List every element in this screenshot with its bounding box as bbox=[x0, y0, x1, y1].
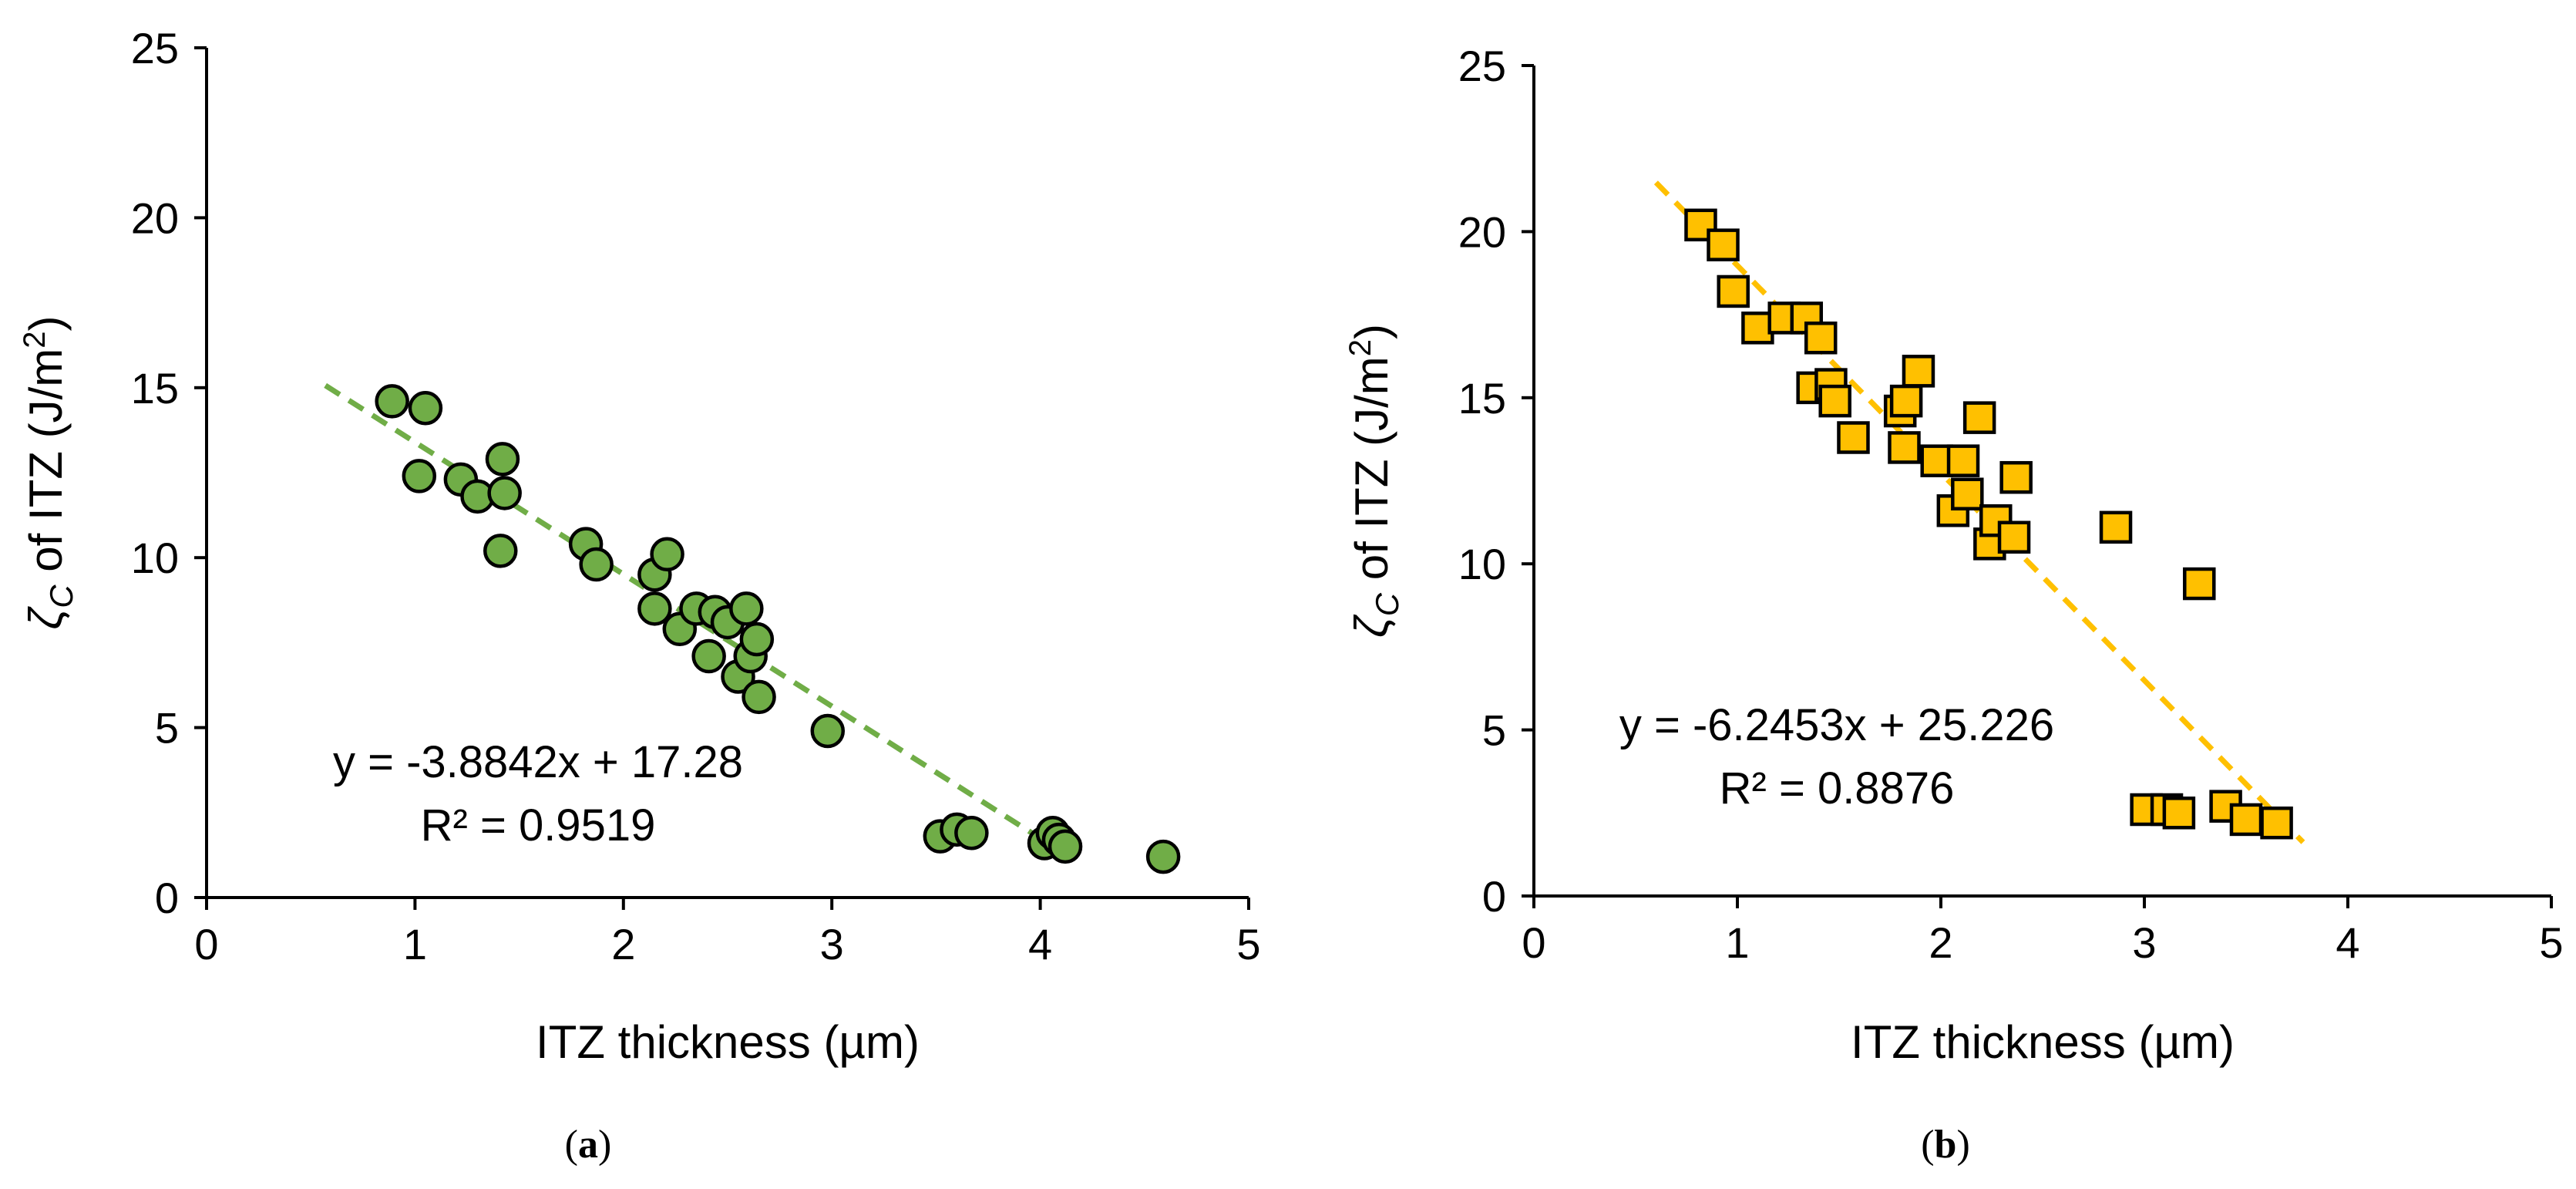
y-tick-label-a: 0 bbox=[155, 874, 179, 922]
y-axis-title-subscript: C bbox=[43, 584, 79, 608]
data-point-b bbox=[2183, 567, 2216, 601]
y-tick-label-a: 5 bbox=[155, 704, 179, 753]
y-tick-label-a: 15 bbox=[131, 364, 179, 413]
x-tick-label-b: 5 bbox=[2539, 918, 2563, 967]
data-point-b bbox=[2229, 803, 2263, 837]
data-point-b bbox=[1999, 460, 2033, 494]
data-point-a bbox=[810, 713, 846, 749]
data-point-b bbox=[1946, 444, 1980, 477]
data-point-b bbox=[1717, 275, 1750, 308]
data-point-b bbox=[2260, 806, 2293, 840]
x-tick-label-b: 2 bbox=[1929, 918, 1952, 967]
data-point-b bbox=[1888, 431, 1921, 464]
data-point-b bbox=[1889, 384, 1923, 418]
data-point-b bbox=[1804, 322, 1838, 355]
data-point-b bbox=[1951, 477, 1984, 510]
y-tick-label-a: 20 bbox=[131, 194, 179, 242]
trend-r2-a: R² = 0.9519 bbox=[421, 800, 656, 850]
data-point-b bbox=[2162, 797, 2196, 830]
data-point-a bbox=[1145, 839, 1181, 874]
y-axis-title-b: ζC of ITZ (J/m2) bbox=[1343, 324, 1405, 638]
y-tick-label-a: 25 bbox=[131, 24, 179, 72]
chart-panel-a: 0 1 2 3 4 5 0 5 10 15 20 25 ITZ thickness (µm) ζC of … bbox=[18, 24, 1261, 1068]
x-tick-label-a: 1 bbox=[403, 920, 427, 968]
data-point-a bbox=[739, 621, 775, 657]
data-point-b bbox=[1962, 401, 1996, 434]
y-axis-title-text: of ITZ (J/m bbox=[20, 349, 72, 585]
y-axis-title-tail: ) bbox=[1346, 324, 1397, 339]
y-axis-title-superscript: 2 bbox=[1343, 339, 1377, 356]
x-tick-label-a: 4 bbox=[1028, 920, 1052, 968]
data-point-a bbox=[691, 638, 726, 674]
data-point-a bbox=[729, 591, 764, 626]
panel-label-b: b bbox=[1934, 1123, 1957, 1167]
y-tick-label-b: 20 bbox=[1458, 207, 1506, 256]
trend-r2-b: R² = 0.8876 bbox=[1720, 763, 1955, 813]
data-point-a bbox=[485, 442, 520, 477]
data-point-a bbox=[742, 679, 776, 715]
x-tick-label-b: 4 bbox=[2336, 918, 2359, 967]
panel-caption-b: (b) bbox=[1921, 1123, 1970, 1167]
x-tick-label-b: 0 bbox=[1522, 918, 1545, 967]
y-axis-title-symbol: ζ bbox=[20, 606, 72, 630]
data-point-a bbox=[402, 459, 437, 493]
y-axis-title-superscript: 2 bbox=[18, 331, 52, 348]
data-point-a bbox=[408, 390, 443, 426]
x-tick-label-b: 1 bbox=[1725, 918, 1749, 967]
x-axis-title-b: ITZ thickness (µm) bbox=[1851, 1016, 2235, 1068]
y-tick-label-b: 0 bbox=[1482, 872, 1506, 921]
y-axis-title-text: of ITZ (J/m bbox=[1346, 356, 1397, 593]
trend-equation-b: y = -6.2453x + 25.226 bbox=[1619, 700, 2054, 750]
x-tick-label-a: 2 bbox=[611, 920, 635, 968]
trendline-b bbox=[1653, 180, 2305, 844]
x-axis-title-a: ITZ thickness (µm) bbox=[536, 1016, 920, 1068]
data-point-a bbox=[375, 384, 409, 419]
data-point-b bbox=[1707, 228, 1740, 261]
y-axis-title-symbol: ζ bbox=[1346, 614, 1397, 638]
y-tick-label-b: 10 bbox=[1458, 540, 1506, 588]
data-point-a bbox=[483, 534, 518, 568]
data-point-a bbox=[487, 476, 522, 510]
data-point-a bbox=[1048, 829, 1083, 864]
x-tick-label-a: 5 bbox=[1236, 920, 1260, 968]
y-tick-label-b: 5 bbox=[1482, 706, 1506, 755]
panel-caption-a: (a) bbox=[564, 1123, 612, 1167]
trendline-a bbox=[324, 382, 1069, 858]
data-point-a bbox=[650, 537, 684, 572]
data-point-b bbox=[2099, 510, 2133, 544]
data-point-b bbox=[1818, 384, 1851, 418]
x-tick-label-a: 3 bbox=[820, 920, 844, 968]
data-point-b bbox=[1920, 444, 1953, 477]
x-tick-label-b: 3 bbox=[2132, 918, 2156, 967]
y-tick-label-b: 25 bbox=[1458, 42, 1506, 90]
y-axis-title-a: ζC of ITZ (J/m2) bbox=[18, 315, 79, 629]
data-point-b bbox=[1997, 520, 2031, 554]
chart-panel-b: 0 1 2 3 4 5 0 5 10 15 20 25 ITZ thickness (µm) ζC of … bbox=[1343, 42, 2564, 1068]
trend-equation-a: y = -3.8842x + 17.28 bbox=[333, 737, 743, 787]
y-axis-title-tail: ) bbox=[20, 315, 72, 331]
data-point-b bbox=[1837, 421, 1870, 454]
data-point-b bbox=[1902, 355, 1935, 388]
x-tick-label-a: 0 bbox=[194, 920, 218, 968]
y-tick-label-a: 10 bbox=[131, 534, 179, 582]
y-axis-title-subscript: C bbox=[1369, 592, 1405, 616]
panel-label-a: a bbox=[578, 1123, 598, 1167]
data-point-a bbox=[637, 591, 672, 626]
y-tick-label-b: 15 bbox=[1458, 374, 1506, 423]
data-point-a bbox=[954, 815, 989, 850]
data-point-a bbox=[579, 547, 614, 582]
